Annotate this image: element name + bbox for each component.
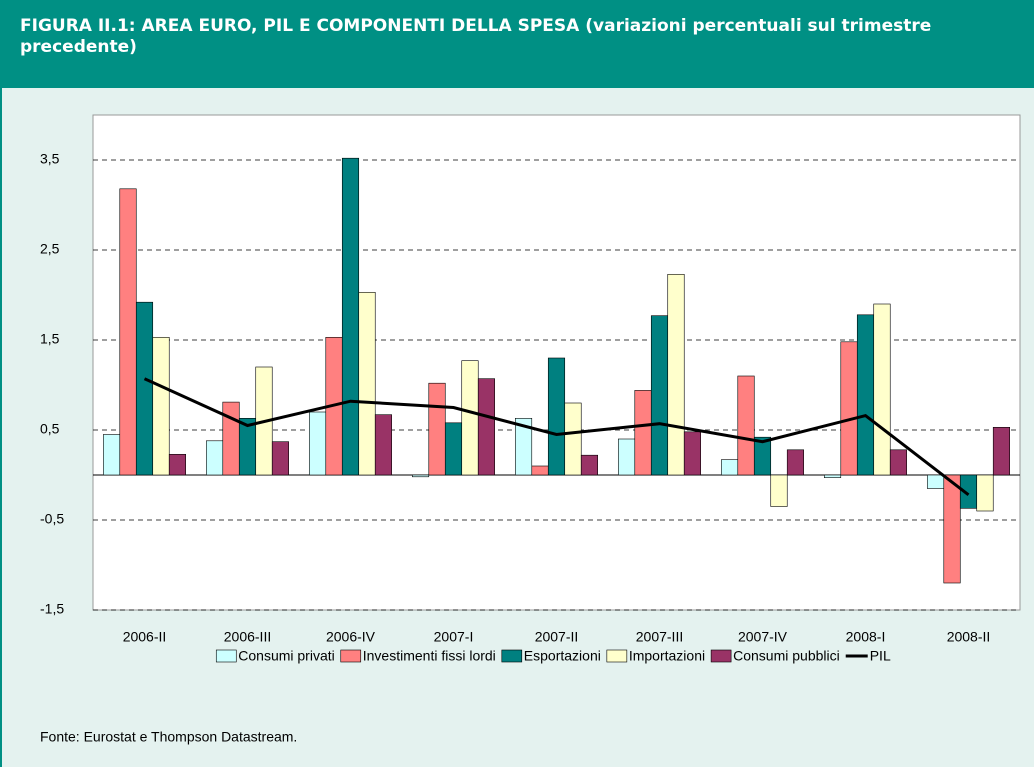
x-tick-label: 2008-I xyxy=(846,629,886,645)
bar xyxy=(103,434,121,476)
bar xyxy=(461,360,479,476)
bar xyxy=(856,314,875,476)
bar xyxy=(976,474,994,512)
y-tick-label: 2,5 xyxy=(40,241,60,257)
y-tick-label: -1,5 xyxy=(40,601,64,617)
bar xyxy=(477,378,496,476)
source-note: Fonte: Eurostat e Thompson Datastream. xyxy=(40,729,297,745)
bar xyxy=(617,438,636,476)
bar xyxy=(943,474,961,584)
bar xyxy=(580,454,598,476)
legend-label: Importazioni xyxy=(629,648,705,664)
pil-line xyxy=(143,377,970,496)
bar xyxy=(206,440,224,476)
bar xyxy=(926,474,945,489)
bar xyxy=(753,436,772,476)
bar xyxy=(737,375,755,476)
bar xyxy=(428,382,446,476)
legend: Consumi privati Investimenti fissi lordi E… xyxy=(215,648,891,664)
y-tick-label: 0,5 xyxy=(40,421,60,437)
x-tick-label: 2006-II xyxy=(123,629,167,645)
legend-label: Consumi privati xyxy=(238,648,334,664)
legend-label: Investimenti fissi lordi xyxy=(363,648,496,664)
bar xyxy=(667,273,685,476)
bar xyxy=(514,417,533,476)
x-tick-label: 2006-III xyxy=(224,629,271,645)
legend-swatch xyxy=(606,649,628,663)
bar xyxy=(634,390,652,476)
legend-swatch xyxy=(710,649,732,663)
bar xyxy=(411,474,430,478)
bar xyxy=(840,341,858,476)
bar xyxy=(683,431,701,476)
bar xyxy=(823,474,842,478)
bar xyxy=(168,453,187,476)
bar xyxy=(873,303,891,476)
legend-label: Esportazioni xyxy=(524,648,601,664)
y-tick-label: -0,5 xyxy=(40,511,64,527)
legend-swatch xyxy=(215,649,237,663)
bar xyxy=(444,422,463,476)
bar xyxy=(308,411,327,476)
x-tick-label: 2007-I xyxy=(434,629,474,645)
figure-title: FIGURA II.1: AREA EURO, PIL E COMPONENTI… xyxy=(0,0,1034,88)
legend-label: PIL xyxy=(870,648,891,664)
bar xyxy=(135,301,154,476)
bar xyxy=(119,188,137,476)
legend-label: Consumi pubblici xyxy=(733,648,840,664)
bar xyxy=(770,474,788,507)
bar xyxy=(720,459,739,476)
bar xyxy=(992,426,1010,476)
bar xyxy=(271,441,290,476)
bar xyxy=(889,449,907,476)
bar xyxy=(547,357,566,476)
bar xyxy=(531,465,549,476)
bar xyxy=(222,401,240,476)
bar xyxy=(786,449,804,476)
legend-swatch xyxy=(501,649,523,663)
legend-swatch xyxy=(340,649,362,663)
bar xyxy=(358,291,376,476)
y-tick-label: 1,5 xyxy=(40,331,60,347)
bar xyxy=(650,315,669,476)
x-tick-label: 2008-II xyxy=(947,629,991,645)
x-tick-label: 2007-II xyxy=(535,629,579,645)
x-tick-label: 2006-IV xyxy=(326,629,376,645)
x-tick-label: 2007-IV xyxy=(738,629,788,645)
y-tick-label: 3,5 xyxy=(40,151,60,167)
bar xyxy=(374,414,393,476)
bar xyxy=(564,402,582,476)
bar xyxy=(341,157,360,476)
bar xyxy=(152,336,170,476)
x-tick-label: 2007-III xyxy=(636,629,683,645)
